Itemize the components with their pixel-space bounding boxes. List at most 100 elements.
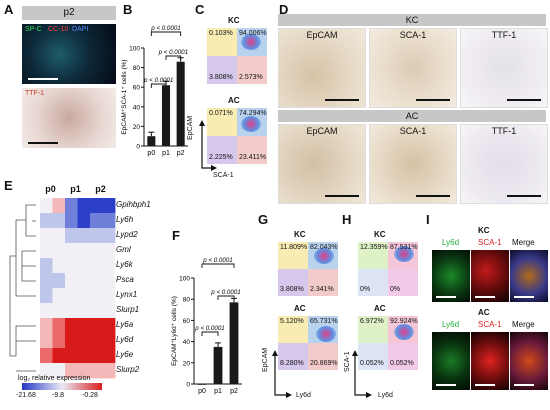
gene-label: Lynx1 bbox=[116, 290, 138, 299]
e-tick-3: -0.28 bbox=[82, 392, 98, 399]
flow-plot-c-kc: 0.103% 94.006% 3.808% 2.573% bbox=[207, 28, 267, 84]
ihc-image-epcam: EpCAM bbox=[278, 28, 366, 108]
ihc-image-ttf-1: TTF-1 bbox=[460, 124, 548, 204]
quadrant-value-q4: 0% bbox=[390, 286, 401, 293]
y-tick-label: 40 bbox=[183, 339, 191, 346]
ihc-label: TTF-1 bbox=[491, 30, 517, 40]
i-ac-merge-image bbox=[510, 332, 548, 390]
bar-p0 bbox=[147, 136, 156, 146]
y-axis-label: EpCAM⁺Ly6d⁺ cells (%) bbox=[171, 296, 178, 366]
d-ac-title: AC bbox=[278, 110, 546, 122]
heatmap-cell bbox=[52, 348, 66, 364]
dapi-label: DAPI bbox=[72, 26, 89, 33]
panel-a-title: p2 bbox=[22, 6, 116, 20]
p-value-label: p < 0.0001 bbox=[202, 257, 232, 264]
heatmap-cell bbox=[102, 273, 116, 289]
quadrant-q1 bbox=[358, 242, 388, 269]
heatmap-cell bbox=[40, 363, 53, 379]
flow-plot-g-ac: 5.120% 65.731% 8.280% 20.869% bbox=[278, 316, 338, 370]
y-tick-label: 0 bbox=[136, 144, 140, 151]
i-ac-title: AC bbox=[478, 308, 490, 317]
heatmap-cell bbox=[90, 363, 103, 379]
heatmap-cell bbox=[52, 303, 66, 319]
heatmap-cell bbox=[40, 348, 53, 364]
d-kc-title: KC bbox=[278, 14, 546, 26]
cell-population bbox=[241, 116, 261, 132]
panel-label-b: B bbox=[123, 2, 133, 17]
panel-label-a: A bbox=[4, 2, 14, 17]
heatmap-cell bbox=[52, 243, 66, 259]
heatmap-cell bbox=[102, 303, 116, 319]
quadrant-value-q1: 5.120% bbox=[280, 318, 304, 325]
heatmap-cell bbox=[65, 363, 78, 379]
heatmap-cell bbox=[65, 273, 78, 289]
e-column-headers: p0 p1 p2 bbox=[38, 184, 113, 196]
heatmap-cell bbox=[102, 348, 116, 364]
i-kc-sca1: SCA-1 bbox=[478, 238, 502, 247]
significance-bracket bbox=[150, 83, 167, 88]
fluorescence-image-a: SP-C CC-10 DAPI bbox=[22, 24, 116, 84]
g-xlabel: Ly6d bbox=[296, 392, 311, 399]
quadrant-q3 bbox=[358, 343, 388, 370]
gene-label: Gpihbph1 bbox=[116, 200, 151, 209]
ihc-image-epcam: EpCAM bbox=[278, 124, 366, 204]
p-value-label: p < 0.0001 bbox=[143, 77, 173, 84]
i-ac-sca1: SCA-1 bbox=[478, 320, 502, 329]
gene-label: Ly6h bbox=[116, 215, 134, 224]
heatmap-cell bbox=[102, 198, 116, 214]
scale-bar bbox=[325, 195, 359, 197]
heatmap-cell bbox=[40, 273, 53, 289]
quadrant-value-q4: 2.341% bbox=[310, 286, 334, 293]
quadrant-value-q1: 11.809% bbox=[280, 244, 308, 251]
quadrant-q1 bbox=[278, 242, 308, 269]
ihc-label: EpCAM bbox=[306, 126, 338, 136]
heatmap-cell bbox=[40, 333, 53, 349]
ihc-label: SCA-1 bbox=[399, 30, 427, 40]
heatmap-cell bbox=[65, 243, 78, 259]
scale-bar bbox=[28, 142, 58, 144]
scale-bar bbox=[28, 78, 58, 80]
panel-label-g: G bbox=[258, 212, 269, 227]
e-legend-title: log₂ relative expression bbox=[18, 375, 91, 382]
gene-label: Slurp2 bbox=[116, 365, 140, 374]
bar-p2 bbox=[229, 302, 239, 384]
heatmap-cell bbox=[102, 258, 116, 274]
heatmap-cell bbox=[40, 318, 53, 334]
dendrogram bbox=[9, 204, 36, 372]
quadrant-q4 bbox=[308, 269, 338, 296]
significance-bracket bbox=[201, 331, 219, 336]
scale-bar bbox=[507, 99, 541, 101]
quadrant-q4 bbox=[388, 343, 418, 370]
quadrant-value-q3: 0% bbox=[360, 286, 371, 293]
heatmap-cell bbox=[65, 348, 78, 364]
c-ylabel: EpCAM bbox=[187, 115, 194, 140]
quadrant-value-q4: 0.052% bbox=[390, 360, 414, 367]
heatmap-cell bbox=[102, 333, 116, 349]
heatmap-cell bbox=[77, 228, 91, 244]
cell-population bbox=[316, 326, 336, 342]
quadrant-value-q1: 0.103% bbox=[209, 30, 233, 37]
y-tick-label: 80 bbox=[183, 297, 191, 304]
i-kc-merge: Merge bbox=[512, 238, 535, 247]
gene-label: Lypd2 bbox=[116, 230, 138, 239]
x-tick-label: p2 bbox=[177, 150, 185, 157]
ttf1-ihc-image-a: TTF-1 bbox=[22, 88, 116, 148]
ihc-image-ttf-1: TTF-1 bbox=[460, 28, 548, 108]
g-ylabel: EpCAM bbox=[262, 347, 269, 372]
quadrant-value-q1: 12.359% bbox=[360, 244, 388, 251]
ihc-label: TTF-1 bbox=[491, 126, 517, 136]
quadrant-q4 bbox=[237, 136, 267, 164]
heatmap-cell bbox=[65, 333, 78, 349]
heatmap-column-p1: p1 bbox=[70, 184, 81, 194]
panel-label-f: F bbox=[172, 228, 180, 243]
heatmap-cell bbox=[40, 198, 53, 214]
significance-bracket bbox=[165, 55, 182, 60]
heatmap-cell bbox=[77, 348, 91, 364]
quadrant-value-q3: 3.808% bbox=[280, 286, 304, 293]
heatmap-cell bbox=[77, 273, 91, 289]
quadrant-value-q4: 20.869% bbox=[310, 360, 338, 367]
x-tick-label: p2 bbox=[230, 388, 238, 395]
heatmap-cell bbox=[90, 243, 103, 259]
p-value-label: p < 0.0001 bbox=[194, 325, 224, 332]
heatmap-cell bbox=[65, 303, 78, 319]
